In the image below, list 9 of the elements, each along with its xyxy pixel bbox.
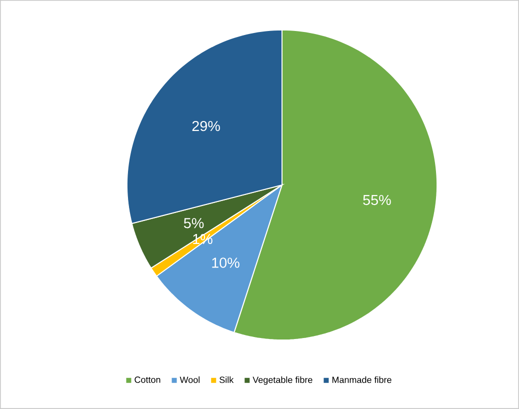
legend-label: Cotton	[134, 376, 160, 383]
legend-label: Vegetable fibre	[252, 376, 312, 385]
legend-label: Silk	[220, 376, 234, 384]
data-label: 10%	[212, 258, 240, 268]
data-label: 5%	[184, 218, 204, 228]
legend-label: Wool	[180, 376, 200, 384]
data-label: 55%	[363, 194, 391, 206]
legend-label: Manmade fibre	[332, 376, 392, 384]
data-label: 29%	[192, 120, 220, 132]
